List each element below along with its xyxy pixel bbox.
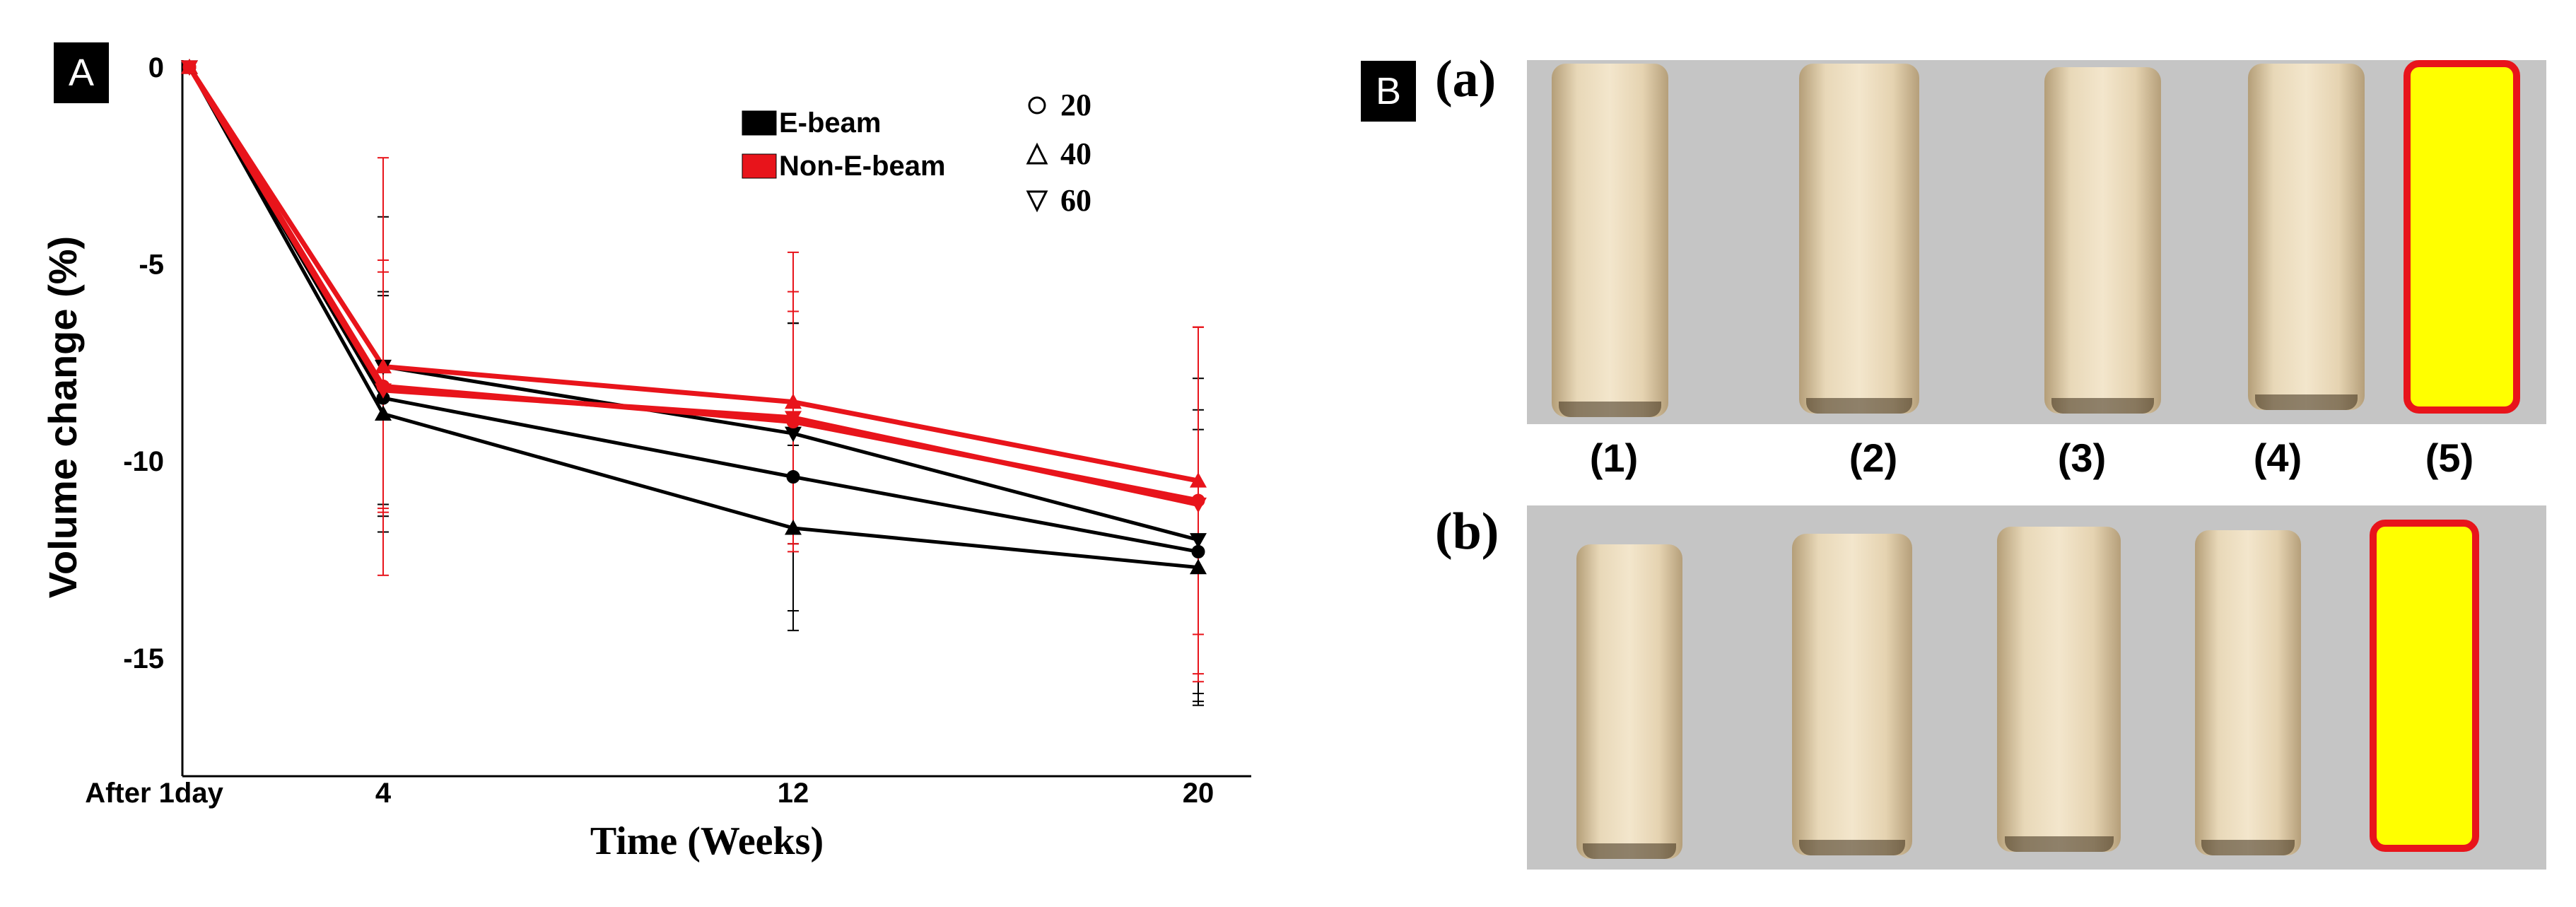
legend-swatch	[742, 153, 777, 179]
x-tick-label: 12	[778, 778, 809, 809]
legend-marker-label: 20	[1060, 88, 1091, 122]
specimen-b5-overlay	[2370, 520, 2479, 852]
series-line	[187, 66, 1199, 554]
data-point	[375, 358, 392, 374]
specimen-label-5: (5)	[2425, 435, 2474, 480]
data-point	[375, 383, 392, 399]
specimen-b2	[1792, 534, 1912, 855]
series-line	[187, 66, 1199, 503]
specimen-a2	[1799, 64, 1919, 414]
data-point	[375, 405, 392, 421]
specimen-a3	[2044, 67, 2161, 414]
data-point	[1190, 533, 1207, 549]
specimen-a5-overlay	[2404, 60, 2520, 414]
legend-marker-circle	[1028, 96, 1046, 115]
row-a-image	[1527, 60, 2546, 424]
y-tick-label: -10	[123, 446, 164, 477]
series-markers	[181, 59, 1207, 575]
specimen-b4	[2195, 530, 2301, 855]
y-tick-label: 0	[148, 52, 164, 83]
specimen-label-3: (3)	[2057, 435, 2107, 480]
x-tick-label: After 1day	[85, 778, 223, 809]
y-tick-label: -5	[139, 250, 164, 281]
volume-change-chart: 0 -5 -10 -15 After 1day 4 12 20 Time (Weeks) Vol…	[40, 52, 1251, 863]
legend-marker-label: 60	[1060, 183, 1091, 218]
specimen-label-1: (1)	[1589, 435, 1639, 480]
specimen-a4	[2248, 64, 2365, 410]
data-point	[1190, 472, 1207, 488]
legend-label: Non-E-beam	[779, 151, 946, 182]
chart-axes	[181, 60, 1251, 778]
data-point	[181, 60, 198, 76]
specimen-label-2: (2)	[1849, 435, 1898, 480]
data-point	[785, 426, 802, 443]
y-axis-title: Volume change (%)	[40, 236, 85, 598]
legend-marker-triangle-down	[1026, 190, 1048, 213]
row-label-b: (b)	[1435, 503, 1499, 561]
specimen-b3	[1997, 527, 2121, 852]
legend-marker-label: 40	[1060, 136, 1091, 171]
panel-label-b: B	[1361, 61, 1416, 122]
row-b-image	[1527, 505, 2546, 870]
legend-swatch	[742, 110, 777, 136]
x-axis-title: Time (Weeks)	[590, 819, 824, 863]
row-label-a: (a)	[1435, 50, 1497, 108]
data-point	[785, 411, 802, 426]
specimen-b1	[1576, 544, 1682, 859]
specimen-label-4: (4)	[2253, 435, 2302, 480]
series-line	[187, 66, 1199, 570]
x-tick-label: 4	[375, 778, 392, 809]
series-line	[187, 66, 1199, 484]
specimen-a1	[1552, 64, 1668, 417]
tick-labels: 0 -5 -10 -15 After 1day 4 12 20	[85, 52, 1214, 809]
series-line	[187, 66, 1199, 507]
legend-label: E-beam	[779, 107, 882, 139]
data-point	[785, 393, 802, 409]
data-point	[786, 470, 800, 484]
data-point	[785, 519, 802, 535]
x-tick-label: 20	[1183, 778, 1214, 809]
y-tick-label: -15	[123, 643, 164, 674]
data-point	[1190, 497, 1207, 513]
panel-label-a: A	[54, 42, 109, 103]
series-lines	[187, 66, 1199, 570]
axis-titles: Time (Weeks) Volume change (%)	[40, 236, 824, 863]
legend-marker-triangle-up	[1026, 142, 1048, 165]
chart-legend: E-beam Non-E-beam 20 40 60	[742, 88, 1091, 218]
data-point	[1190, 558, 1207, 575]
